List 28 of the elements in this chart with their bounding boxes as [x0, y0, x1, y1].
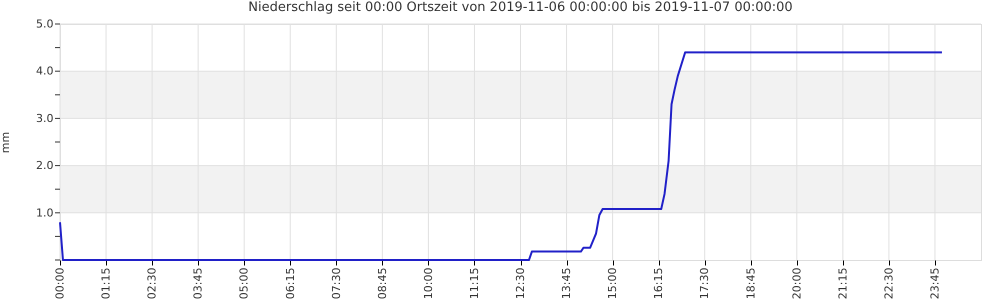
x-tick-label: 21:15 — [836, 268, 850, 300]
x-tick-label: 20:00 — [790, 268, 804, 300]
chart-title: Niederschlag seit 00:00 Ortszeit von 2019-11-06 00:00:00 bis 2019-11-07 00:00:00 — [248, 0, 793, 15]
x-tick-label: 00:00 — [54, 268, 66, 300]
x-tick-label: 11:15 — [468, 268, 481, 300]
x-tick-label: 13:45 — [560, 268, 574, 300]
y-tick-label: 4.0 — [36, 64, 54, 78]
x-tick-label: 17:30 — [698, 268, 712, 300]
x-tick-label: 15:00 — [606, 268, 620, 300]
x-tick-label: 07:30 — [330, 268, 343, 300]
x-tick-label: 22:30 — [882, 268, 896, 300]
y-tick-label: 5.0 — [36, 18, 54, 30]
line-series — [59, 51, 943, 261]
x-tick-label: 16:15 — [652, 268, 666, 300]
x-tick-label: 12:30 — [514, 268, 527, 300]
x-tick-label: 02:30 — [146, 268, 159, 300]
x-tick-label: 08:45 — [376, 268, 389, 300]
x-tick-label: 18:45 — [744, 268, 758, 300]
x-tick-label: 06:15 — [284, 268, 297, 300]
y-axis-title: mm — [0, 132, 12, 154]
x-tick-label: 10:00 — [422, 268, 435, 300]
x-tick-label: 03:45 — [192, 268, 205, 300]
y-tick-label: 2.0 — [36, 159, 54, 172]
y-tick-label: 1.0 — [36, 206, 54, 220]
x-tick-label: 01:15 — [100, 268, 113, 300]
y-tick-label: 3.0 — [36, 112, 54, 125]
x-tick-label: 23:45 — [928, 268, 942, 300]
x-tick-label: 05:00 — [238, 268, 251, 300]
